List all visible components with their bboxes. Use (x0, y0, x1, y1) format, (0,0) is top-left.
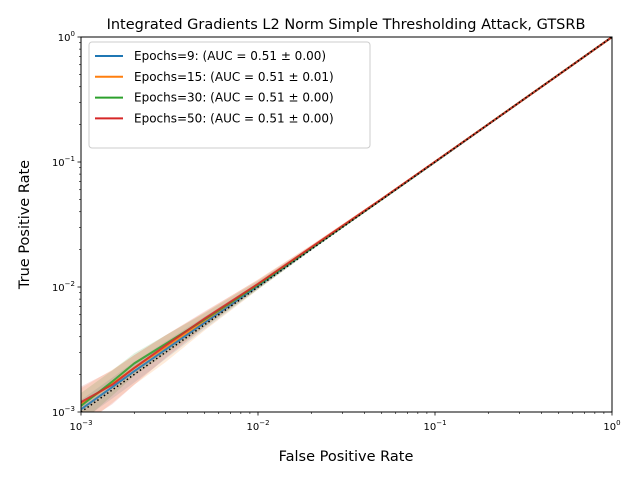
x-axis-ticks: 10−3 10−2 10−1 100 (69, 412, 621, 433)
x-axis-label: False Positive Rate (279, 449, 414, 465)
legend-box (88, 41, 371, 149)
y-axis-ticks: 10−3 10−2 10−1 100 (52, 30, 81, 419)
y-tick-label: 10−1 (52, 155, 75, 169)
x-tick-label: 10−1 (423, 419, 446, 433)
chart-title: Integrated Gradients L2 Norm Simple Thre… (107, 17, 586, 33)
chance-diagonal-line (81, 37, 612, 412)
y-tick-label: 10−3 (52, 405, 75, 419)
legend: Epochs=9: (AUC = 0.51 ± 0.00) Epochs=15: … (88, 41, 371, 149)
series-lines (81, 37, 612, 412)
x-tick-label: 10−2 (246, 419, 269, 433)
legend-label: Epochs=50: (AUC = 0.51 ± 0.00) (134, 111, 334, 125)
y-axis-label: True Positive Rate (17, 160, 33, 290)
plot-area-frame (80, 36, 613, 413)
legend-label: Epochs=15: (AUC = 0.51 ± 0.01) (134, 70, 334, 84)
legend-label: Epochs=30: (AUC = 0.51 ± 0.00) (134, 91, 334, 105)
x-tick-label: 100 (603, 419, 620, 433)
y-tick-label: 100 (58, 30, 75, 44)
legend-label: Epochs=9: (AUC = 0.51 ± 0.00) (134, 49, 326, 63)
y-tick-label: 10−2 (52, 280, 75, 294)
x-tick-label: 10−3 (69, 419, 92, 433)
